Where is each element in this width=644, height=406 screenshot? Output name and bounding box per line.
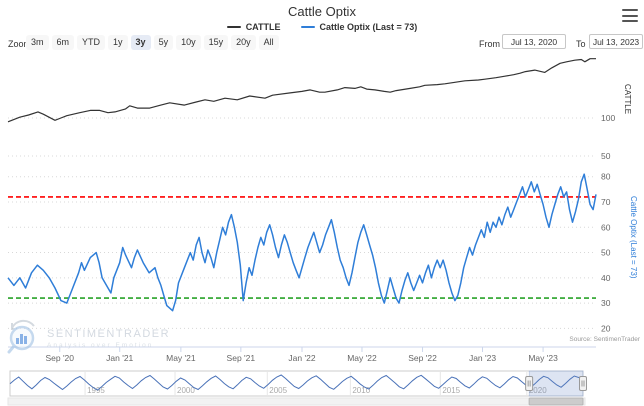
cattle-tick-label: 50 xyxy=(601,151,611,161)
sentimentrader-logo-icon xyxy=(7,319,35,354)
range-button-all[interactable]: All xyxy=(258,35,279,50)
navigator-year-label: 2000 xyxy=(177,386,195,395)
navigator-year-label: 1995 xyxy=(87,386,105,395)
legend-item-cattle[interactable]: CATTLE xyxy=(226,22,281,32)
x-tick-label: May '21 xyxy=(166,353,196,363)
navigator-right-handle[interactable] xyxy=(579,376,587,391)
x-tick-label: May '22 xyxy=(347,353,377,363)
x-tick-label: Jan '22 xyxy=(288,353,315,363)
optix-tick-label: 40 xyxy=(601,273,611,283)
optix-axis-title: Cattle Optix (Last = 73) xyxy=(629,196,638,279)
navigator-year-label: 2005 xyxy=(269,386,287,395)
chart-title: Cattle Optix xyxy=(288,4,356,19)
optix-tick-label: 30 xyxy=(601,298,611,308)
optix-tick-label: 60 xyxy=(601,222,611,232)
scrollbar-track[interactable] xyxy=(7,397,586,406)
x-tick-label: Jan '21 xyxy=(106,353,133,363)
to-date-input[interactable] xyxy=(589,34,643,49)
cattle-series-line xyxy=(7,58,596,123)
range-button-ytd[interactable]: YTD xyxy=(77,35,106,50)
navigator-series-line xyxy=(9,374,584,391)
range-button-1y[interactable]: 1y xyxy=(108,35,128,50)
optix-series-marker xyxy=(300,26,315,28)
optix-tick-label: 20 xyxy=(601,323,611,333)
x-tick-label: Sep '21 xyxy=(227,353,256,363)
range-button-3y[interactable]: 3y xyxy=(130,35,151,50)
navigator-left-handle[interactable] xyxy=(525,376,534,391)
range-button-15y[interactable]: 15y xyxy=(203,35,229,50)
x-tick-label: Sep '22 xyxy=(408,353,437,363)
optix-tick-label: 50 xyxy=(601,248,611,258)
optix-tick-label: 80 xyxy=(601,172,611,182)
x-tick-label: Jan '23 xyxy=(469,353,496,363)
range-button-5y[interactable]: 5y xyxy=(153,35,174,50)
watermark-tagline: Analysis over Emotion xyxy=(47,342,154,349)
navigator-year-label: 2010 xyxy=(352,386,370,395)
legend-label-cattle: CATTLE xyxy=(245,22,281,32)
cattle-series-marker xyxy=(226,26,241,28)
range-button-3m[interactable]: 3m xyxy=(26,35,49,50)
range-buttons: 3m 6m YTD 1y 3y 5y 10y 15y 20y All xyxy=(26,35,279,50)
range-button-6m[interactable]: 6m xyxy=(51,35,75,50)
x-tick-label: Sep '20 xyxy=(45,353,74,363)
from-date-input[interactable] xyxy=(502,34,566,49)
cattle-tick-label: 100 xyxy=(601,113,615,123)
navigator-selected-range[interactable] xyxy=(528,370,584,397)
source-label: Source: SentimenTrader xyxy=(569,336,640,343)
optix-tick-label: 70 xyxy=(601,197,611,207)
zoom-label: Zoom xyxy=(8,39,32,49)
legend-label-optix: Cattle Optix (Last = 73) xyxy=(319,22,418,32)
legend-item-optix[interactable]: Cattle Optix (Last = 73) xyxy=(300,22,418,32)
scrollbar-thumb[interactable] xyxy=(528,397,584,406)
range-button-20y[interactable]: 20y xyxy=(231,35,256,50)
navigator-year-label: 2015 xyxy=(442,386,460,395)
range-button-10y[interactable]: 10y xyxy=(176,35,201,50)
legend: CATTLE Cattle Optix (Last = 73) xyxy=(0,22,644,32)
watermark: SENTIMENTRADER Analysis over Emotion xyxy=(5,319,170,355)
watermark-name: SENTIMENTRADER xyxy=(47,328,171,340)
x-tick-label: May '23 xyxy=(528,353,558,363)
navigator-year-label: 2020 xyxy=(529,386,547,395)
context-menu-icon[interactable] xyxy=(622,9,638,22)
from-label: From xyxy=(479,39,500,49)
to-label: To xyxy=(576,39,586,49)
optix-series-line xyxy=(7,173,597,312)
cattle-axis-title: CATTLE xyxy=(623,84,632,115)
